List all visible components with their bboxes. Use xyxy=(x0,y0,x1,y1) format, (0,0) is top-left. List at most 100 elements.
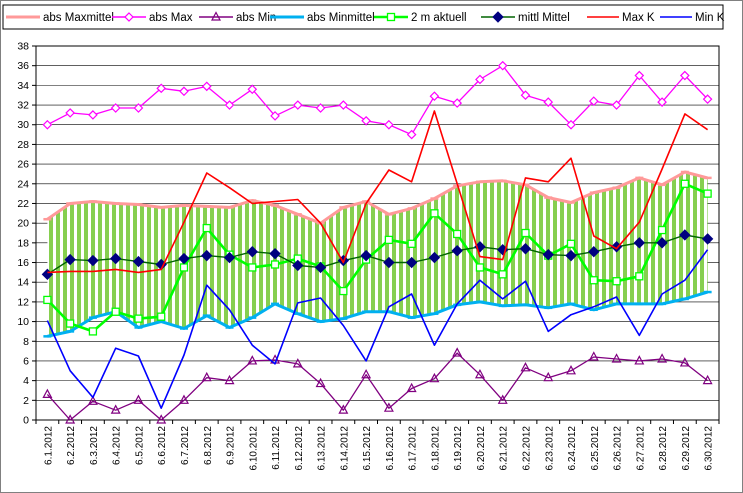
x-tick-label-29: 6.29.2012 xyxy=(681,426,692,471)
x-tick-labels: 6.1.2012 6.2.2012 6.3.2012 6.4.2012 6.5.2012… xyxy=(43,426,714,471)
point-abs-min-23 xyxy=(543,371,554,382)
y-tick-label-10: 10 xyxy=(17,316,29,328)
point-mittl-mittel-30 xyxy=(701,233,714,245)
legend-marker-2-m-aktuell xyxy=(386,12,396,22)
y-tick-label-0: 0 xyxy=(23,415,29,427)
point-abs-max-19 xyxy=(452,98,463,108)
point-abs-min-22 xyxy=(520,362,531,372)
point-abs-min-29 xyxy=(679,357,690,367)
point-abs-max-23 xyxy=(543,97,554,107)
point-mittl-mittel-9 xyxy=(223,251,236,264)
point-abs-max-7 xyxy=(179,86,189,97)
point-abs-max-14 xyxy=(338,100,349,110)
point-abs-min-8 xyxy=(201,371,212,382)
point-2-m-aktuell-17 xyxy=(407,239,416,248)
point-abs-max-10 xyxy=(247,84,258,95)
point-abs-min-15 xyxy=(361,368,372,379)
point-abs-max-15 xyxy=(361,115,371,126)
point-2-m-aktuell-16 xyxy=(384,235,394,245)
x-tick-label-3: 6.3.2012 xyxy=(89,426,100,465)
x-tick-label-12: 6.12.2012 xyxy=(294,426,305,471)
point-mittl-mittel-11 xyxy=(269,247,281,260)
point-mittl-mittel-7 xyxy=(178,252,190,265)
point-mittl-mittel-5 xyxy=(132,255,145,268)
point-abs-min-26 xyxy=(611,353,622,363)
legend-label-abs-min: abs Min xyxy=(236,12,276,24)
x-tick-label-7: 6.7.2012 xyxy=(180,426,191,465)
point-abs-min-12 xyxy=(292,358,303,368)
point-2-m-aktuell-30 xyxy=(703,189,712,198)
legend-label-abs-maxmittel: abs Maxmittel xyxy=(43,12,114,24)
point-abs-max-3 xyxy=(88,110,98,120)
axes xyxy=(32,45,720,424)
legend-item-abs-max: abs Max xyxy=(112,12,193,24)
y-tick-label-28: 28 xyxy=(17,139,29,151)
point-abs-max-8 xyxy=(201,81,212,92)
point-abs-min-14 xyxy=(338,404,349,414)
x-tick-label-20: 6.20.2012 xyxy=(476,426,487,471)
point-abs-max-21 xyxy=(497,60,508,71)
point-2-m-aktuell-27 xyxy=(635,272,644,281)
point-abs-max-24 xyxy=(566,119,576,130)
x-tick-label-18: 6.18.2012 xyxy=(430,426,441,471)
point-abs-min-5 xyxy=(133,394,144,404)
point-mittl-mittel-28 xyxy=(656,237,668,249)
point-2-m-aktuell-29 xyxy=(680,179,689,188)
series-line-max-k xyxy=(47,110,709,274)
x-tick-label-6: 6.6.2012 xyxy=(157,426,168,465)
legend-item-max-k: Max K xyxy=(587,12,655,24)
point-abs-min-21 xyxy=(497,394,508,404)
point-2-m-aktuell-28 xyxy=(657,225,667,235)
series-abs-min xyxy=(42,347,713,424)
legend-item-mittl-mittel: mittl Mittel xyxy=(481,11,570,24)
x-tick-label-11: 6.11.2012 xyxy=(271,426,282,470)
band-area xyxy=(47,172,708,337)
point-mittl-mittel-8 xyxy=(201,249,213,262)
legend-item-abs-minmittel: abs Minmittel xyxy=(270,12,375,24)
x-tick-label-5: 6.5.2012 xyxy=(134,426,145,465)
point-abs-min-2 xyxy=(65,414,76,424)
point-mittl-mittel-25 xyxy=(588,245,600,258)
x-tick-label-26: 6.26.2012 xyxy=(613,426,624,471)
y-tick-label-12: 12 xyxy=(17,296,29,308)
legend-label-min-k: Min K xyxy=(695,12,725,24)
point-2-m-aktuell-22 xyxy=(521,228,530,238)
point-2-m-aktuell-4 xyxy=(111,307,120,316)
point-mittl-mittel-15 xyxy=(360,249,372,262)
point-2-m-aktuell-19 xyxy=(453,229,462,239)
point-2-m-aktuell-25 xyxy=(589,276,598,285)
point-abs-min-1 xyxy=(42,388,53,399)
series-max-k xyxy=(47,110,709,274)
point-mittl-mittel-24 xyxy=(565,249,577,262)
point-abs-min-13 xyxy=(315,377,326,388)
point-abs-max-16 xyxy=(384,119,394,130)
x-tick-label-14: 6.14.2012 xyxy=(339,426,350,471)
x-tick-label-1: 6.1.2012 xyxy=(43,426,54,465)
x-tick-label-19: 6.19.2012 xyxy=(453,426,464,471)
point-abs-min-28 xyxy=(657,353,668,363)
point-abs-max-13 xyxy=(315,103,326,113)
point-abs-max-6 xyxy=(156,83,167,94)
point-mittl-mittel-23 xyxy=(542,248,554,261)
point-mittl-mittel-17 xyxy=(405,256,418,269)
point-abs-min-30 xyxy=(702,374,713,385)
point-mittl-mittel-4 xyxy=(109,252,122,265)
legend-label-2-m-aktuell: 2 m aktuell xyxy=(411,12,467,24)
point-2-m-aktuell-18 xyxy=(430,209,439,218)
x-tick-label-24: 6.24.2012 xyxy=(567,426,578,471)
point-abs-min-19 xyxy=(452,347,463,357)
y-tick-label-34: 34 xyxy=(17,80,29,92)
point-2-m-aktuell-21 xyxy=(498,270,507,279)
legend-label-abs-max: abs Max xyxy=(149,12,193,24)
point-mittl-mittel-2 xyxy=(64,253,76,266)
point-abs-min-25 xyxy=(588,351,599,361)
legend-item-min-k: Min K xyxy=(660,12,725,24)
point-abs-max-20 xyxy=(475,74,485,85)
point-2-m-aktuell-6 xyxy=(157,312,166,321)
point-mittl-mittel-22 xyxy=(519,243,532,255)
point-mittl-mittel-12 xyxy=(292,259,304,272)
y-tick-label-26: 26 xyxy=(17,159,29,171)
point-2-m-aktuell-5 xyxy=(134,314,143,323)
